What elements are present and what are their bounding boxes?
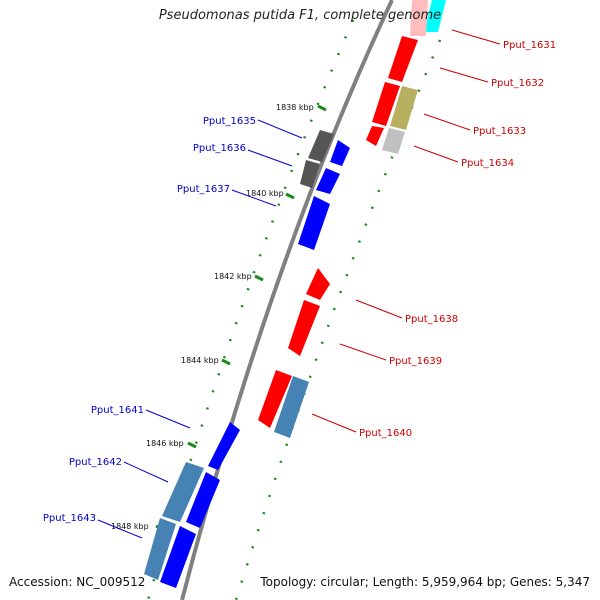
label-line-1636: [247, 149, 293, 167]
gene-pput-1635: [308, 130, 334, 162]
kbp-tick: [187, 441, 197, 449]
kbp-tick: [254, 274, 264, 282]
label-line-1642: [123, 461, 169, 483]
label-line-1634: [413, 145, 459, 163]
forward-genes: [144, 130, 350, 588]
gene-label-pput-1639[interactable]: Pput_1639: [389, 356, 442, 367]
label-line-1638: [355, 299, 403, 319]
gene-pput-1637: [298, 196, 330, 250]
gene-pput-1636-c: [316, 168, 340, 194]
gene-label-pput-1638[interactable]: Pput_1638: [405, 314, 458, 325]
reverse-genes: [258, 0, 446, 438]
label-line-1639: [339, 343, 387, 361]
gene-pput-1636: [330, 140, 350, 166]
tick-track-inner: [146, 19, 355, 600]
label-line-1635: [257, 119, 303, 139]
kbp-label: 1848 kbp: [111, 522, 149, 531]
gene-label-pput-1631[interactable]: Pput_1631: [503, 40, 556, 51]
label-line-1641: [145, 409, 191, 429]
label-line-1640: [311, 413, 357, 433]
gene-pput-1632-b: [372, 82, 400, 126]
gene-pput-1631: [424, 0, 446, 32]
gene-label-pput-1641[interactable]: Pput_1641: [91, 405, 144, 416]
gene-label-pput-1640[interactable]: Pput_1640: [359, 428, 412, 439]
gene-pput-1640: [258, 370, 292, 428]
genome-summary: Topology: circular; Length: 5,959,964 bp…: [260, 575, 590, 589]
gene-label-pput-1637[interactable]: Pput_1637: [177, 184, 230, 195]
gene-pput-1634: [382, 128, 405, 154]
gene-pput-1641: [208, 422, 240, 470]
genome-backbone: [180, 0, 394, 600]
map-title: Pseudomonas putida F1, complete genome: [158, 8, 442, 23]
kbp-tick: [285, 192, 295, 200]
gene-pput-1633-arrowstub: [366, 126, 384, 146]
gene-label-pput-1632[interactable]: Pput_1632: [491, 78, 544, 89]
gene-label-pput-1635[interactable]: Pput_1635: [203, 116, 256, 127]
gene-pput-1631-b: [410, 0, 428, 36]
gene-pput-1632: [388, 36, 418, 82]
label-line-1632: [439, 67, 489, 83]
gene-label-pput-1633[interactable]: Pput_1633: [473, 126, 526, 137]
gene-pput-1643: [144, 518, 176, 580]
gene-label-pput-1642[interactable]: Pput_1642: [69, 457, 122, 468]
kbp-label: 1842 kbp: [214, 272, 252, 281]
accession-label: Accession: NC_009512: [9, 575, 146, 589]
label-line-1633: [423, 113, 471, 131]
kbp-tick: [221, 358, 231, 366]
gene-pput-1636-b: [300, 160, 320, 188]
kbp-label: 1838 kbp: [276, 103, 314, 112]
gene-label-pput-1636[interactable]: Pput_1636: [193, 143, 246, 154]
label-line-1643: [97, 519, 143, 539]
kbp-tick: [317, 104, 327, 112]
gene-pput-1638: [306, 268, 330, 300]
kbp-label: 1840 kbp: [246, 189, 284, 198]
gene-label-pput-1643[interactable]: Pput_1643: [43, 513, 96, 524]
gene-pput-1639: [288, 300, 320, 356]
gene-label-pput-1634[interactable]: Pput_1634: [461, 158, 514, 169]
kbp-label: 1846 kbp: [146, 439, 184, 448]
label-line-1637: [231, 189, 277, 207]
gene-pput-1642: [162, 462, 204, 522]
gene-pput-1643-b: [160, 526, 196, 588]
gene-pput-1640-b: [274, 376, 309, 438]
gene-pput-1633: [390, 86, 418, 130]
gene-pput-1642-b: [186, 472, 220, 528]
kbp-label: 1844 kbp: [181, 356, 219, 365]
label-line-1631: [451, 29, 501, 45]
